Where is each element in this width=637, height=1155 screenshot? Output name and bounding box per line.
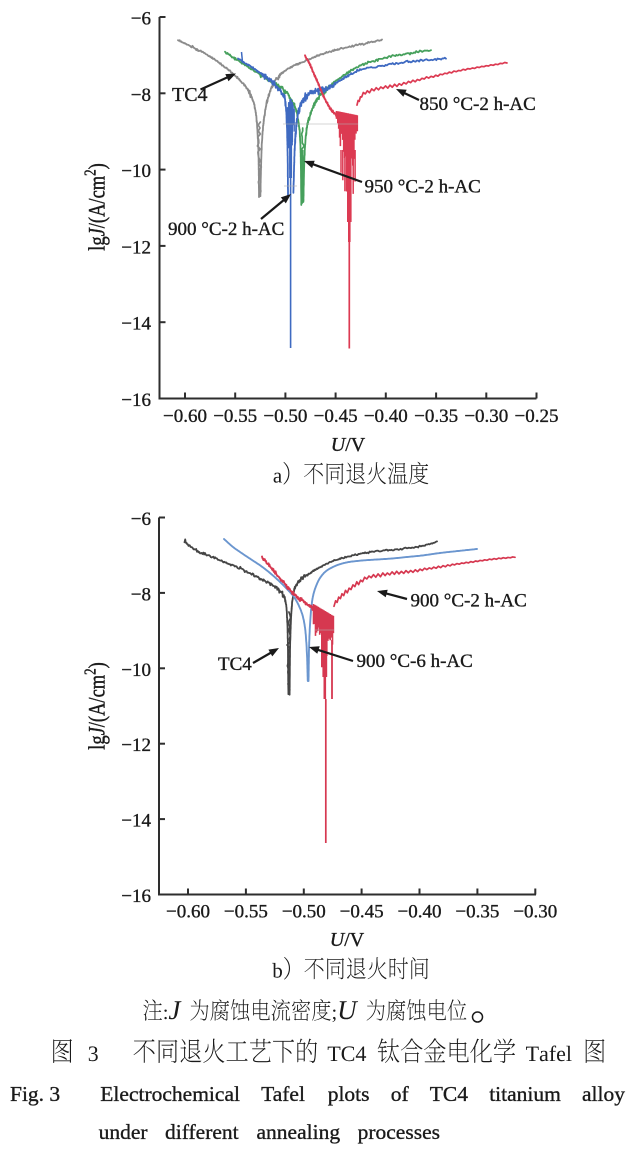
svg-text:−6: −6 xyxy=(131,509,151,530)
svg-text:annealing: annealing xyxy=(257,1120,341,1144)
svg-text:plots: plots xyxy=(328,1082,370,1106)
svg-text:−10: −10 xyxy=(121,161,151,182)
svg-text:900 °C-6 h-AC: 900 °C-6 h-AC xyxy=(357,651,473,672)
svg-text:titanium: titanium xyxy=(489,1082,561,1106)
svg-text:alloy: alloy xyxy=(582,1082,625,1106)
svg-text:−0.50: −0.50 xyxy=(282,902,326,923)
svg-text:−0.55: −0.55 xyxy=(213,406,257,427)
svg-text:−12: −12 xyxy=(121,735,151,756)
svg-text:U/V: U/V xyxy=(331,434,366,456)
svg-text:−14: −14 xyxy=(121,314,151,335)
svg-text:of: of xyxy=(391,1082,410,1106)
svg-text:−0.35: −0.35 xyxy=(455,902,499,923)
svg-text:TC4: TC4 xyxy=(172,84,208,106)
svg-text:processes: processes xyxy=(358,1120,440,1144)
svg-text:TC4: TC4 xyxy=(430,1082,468,1106)
svg-text:850 °C-2 h-AC: 850 °C-2 h-AC xyxy=(420,94,536,115)
svg-text:−0.40: −0.40 xyxy=(364,406,408,427)
svg-text:−0.35: −0.35 xyxy=(414,406,458,427)
svg-text:−0.60: −0.60 xyxy=(166,902,210,923)
svg-text:Tafel: Tafel xyxy=(261,1082,305,1106)
svg-text:lgJ/(A/cm2): lgJ/(A/cm2) xyxy=(82,662,110,750)
svg-text:−0.50: −0.50 xyxy=(263,406,307,427)
svg-text:−0.25: −0.25 xyxy=(515,406,559,427)
svg-text:−0.30: −0.30 xyxy=(513,902,557,923)
svg-text:900 °C-2 h-AC: 900 °C-2 h-AC xyxy=(168,219,284,240)
svg-text:Electrochemical: Electrochemical xyxy=(100,1082,240,1106)
svg-text:−0.45: −0.45 xyxy=(340,902,384,923)
svg-text:−6: −6 xyxy=(131,9,151,30)
svg-text:−16: −16 xyxy=(121,886,151,907)
svg-text:Fig. 3: Fig. 3 xyxy=(10,1082,60,1106)
svg-text:950 °C-2 h-AC: 950 °C-2 h-AC xyxy=(365,177,481,198)
svg-text:under: under xyxy=(99,1120,148,1144)
svg-text:lgJ/(A/cm2): lgJ/(A/cm2) xyxy=(82,163,110,251)
svg-text:TC4: TC4 xyxy=(218,654,252,675)
svg-text:900 °C-2 h-AC: 900 °C-2 h-AC xyxy=(411,591,527,612)
svg-text:different: different xyxy=(165,1120,239,1144)
svg-text:−0.45: −0.45 xyxy=(314,406,358,427)
svg-text:−10: −10 xyxy=(121,660,151,681)
svg-text:−16: −16 xyxy=(121,390,151,411)
svg-text:−8: −8 xyxy=(131,85,151,106)
svg-text:−0.60: −0.60 xyxy=(163,406,207,427)
svg-text:−12: −12 xyxy=(121,237,151,258)
svg-text:U/V: U/V xyxy=(330,929,365,951)
svg-text:−0.55: −0.55 xyxy=(224,902,268,923)
svg-text:−14: −14 xyxy=(121,811,151,832)
svg-text:−8: −8 xyxy=(131,584,151,605)
svg-text:−0.30: −0.30 xyxy=(464,406,508,427)
svg-text:−0.40: −0.40 xyxy=(398,902,442,923)
